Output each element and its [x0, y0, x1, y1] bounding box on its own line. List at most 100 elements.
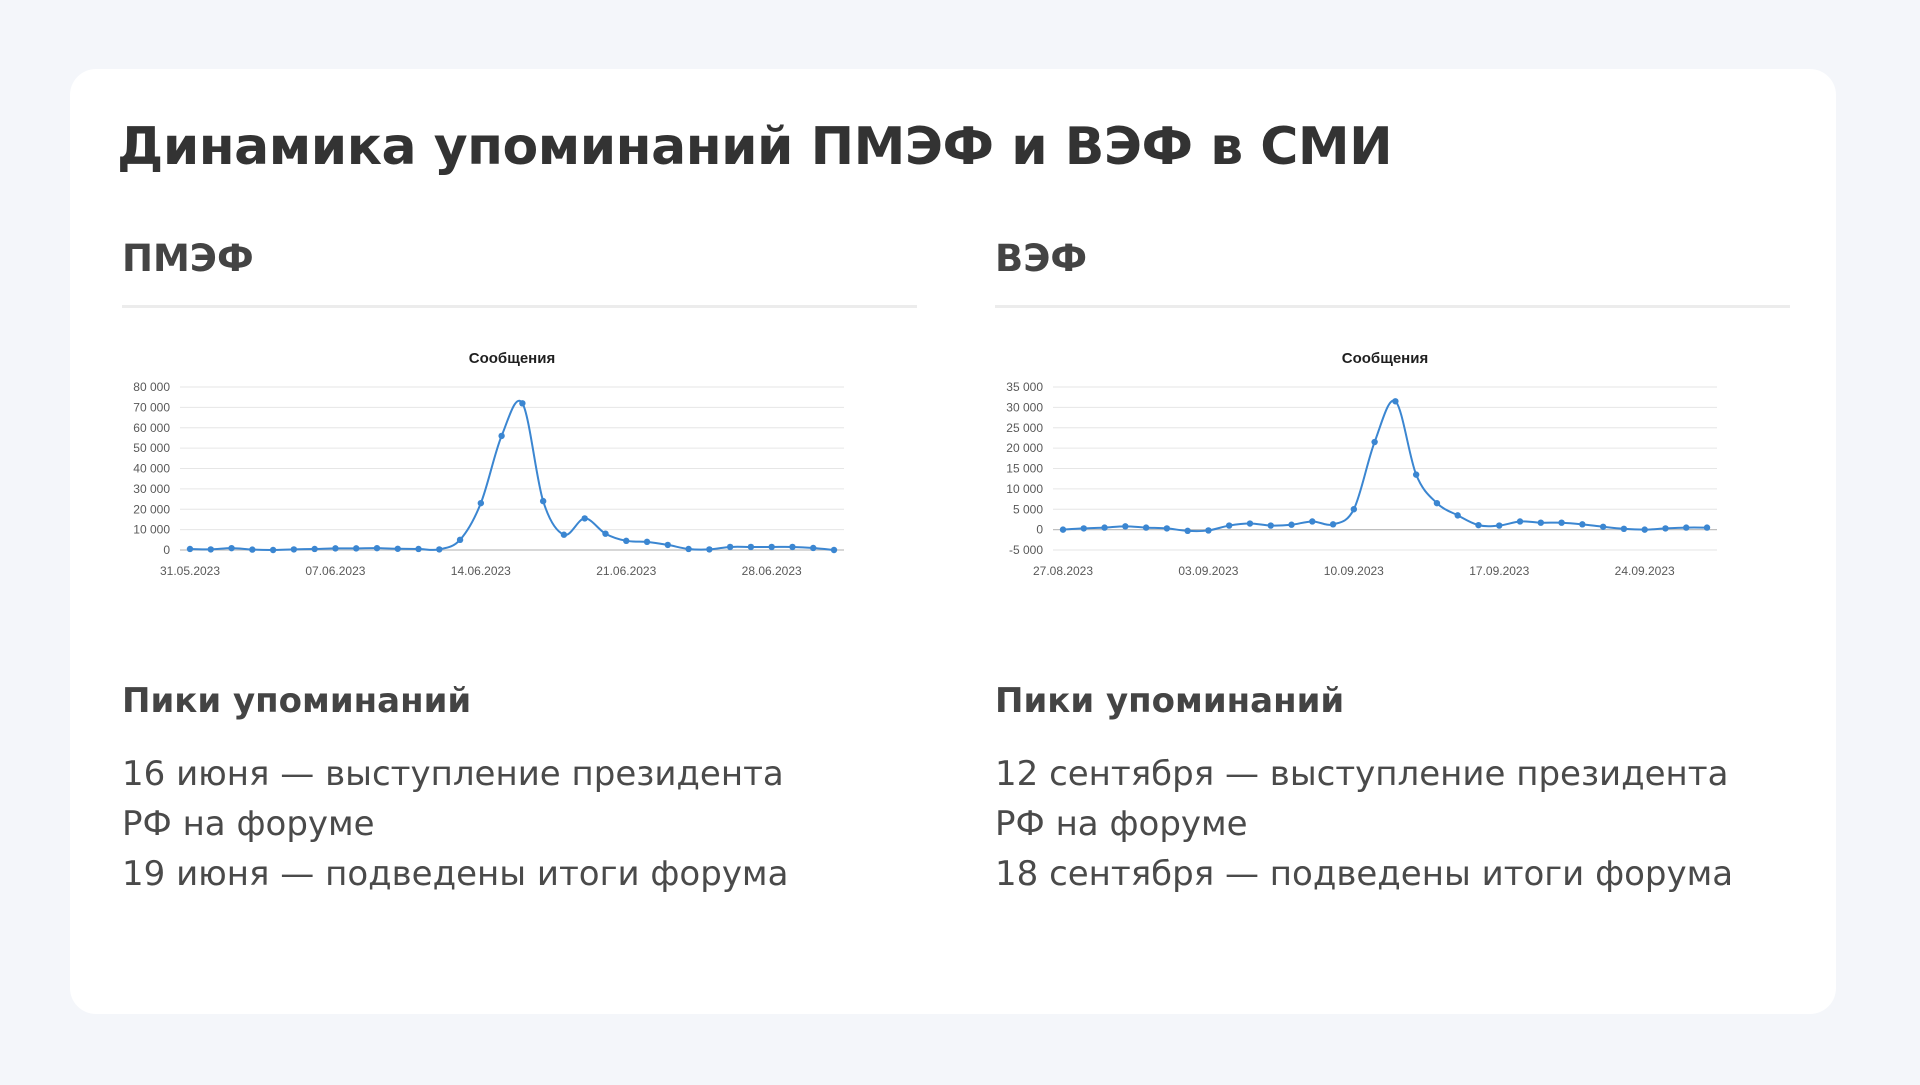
data-point — [415, 545, 422, 553]
y-tick-label: 10 000 — [1006, 482, 1043, 496]
data-point — [1059, 526, 1067, 533]
data-point — [1475, 521, 1482, 529]
data-point — [747, 543, 755, 551]
data-point — [1579, 521, 1586, 528]
panel-vef: ВЭФ Сообщения -5 000 0 5 000 10 000 15 000 20 … — [995, 69, 1790, 1014]
panel-pmef: ПМЭФ Сообщения 0 10 000 20 000 30 000 40 000 5… — [122, 69, 917, 1014]
data-point — [228, 544, 235, 552]
data-point — [519, 400, 526, 407]
data-point — [726, 543, 734, 551]
slide-card: Динамика упоминаний ПМЭФ и ВЭФ в СМИ ПМЭ… — [70, 69, 1836, 1014]
y-tick-label: 40 000 — [133, 462, 170, 476]
data-point — [394, 545, 401, 552]
series-line — [189, 399, 835, 552]
chart-vef: Сообщения -5 000 0 5 000 10 000 15 000 20 000 2… — [1006, 350, 1717, 578]
y-tick-label: 20 000 — [1006, 441, 1043, 455]
peaks-title: Пики упоминаний — [122, 681, 472, 721]
peak-line: 16 июня — выступление президента — [122, 754, 784, 794]
data-point — [373, 544, 381, 552]
data-point — [1122, 523, 1129, 530]
peak-line: 19 июня — подведены итоги форума — [122, 854, 789, 894]
data-point — [706, 546, 713, 553]
data-point — [1558, 519, 1565, 526]
data-point — [1267, 522, 1274, 529]
data-point — [1496, 522, 1503, 529]
y-tick-label: 30 000 — [133, 482, 170, 496]
data-point — [1683, 524, 1690, 531]
divider — [995, 305, 1790, 308]
y-tick-label: 5 000 — [1013, 502, 1043, 516]
data-point — [581, 515, 588, 522]
data-point — [539, 497, 547, 505]
data-point — [249, 546, 256, 553]
data-point — [1184, 527, 1191, 535]
data-point — [1288, 521, 1295, 528]
data-point — [602, 530, 609, 537]
x-tick-label: 28.06.2023 — [742, 564, 802, 578]
data-point — [664, 541, 672, 549]
x-tick-label: 27.08.2023 — [1033, 564, 1093, 578]
data-point — [1454, 512, 1461, 519]
peak-line: 12 сентября — выступление президента — [995, 754, 1729, 794]
data-point — [1516, 518, 1524, 525]
y-tick-label: 70 000 — [133, 400, 170, 414]
panel-title: ВЭФ — [995, 237, 1088, 280]
y-tick-label: -5 000 — [1009, 543, 1043, 557]
y-tick-label: 25 000 — [1006, 421, 1043, 435]
x-tick-label: 03.09.2023 — [1178, 564, 1238, 578]
data-point — [498, 432, 505, 440]
data-point — [1101, 524, 1108, 531]
data-point — [1537, 519, 1545, 526]
data-point — [436, 546, 443, 553]
data-point — [1641, 526, 1648, 533]
y-tick-label: 0 — [163, 543, 170, 557]
x-tick-label: 24.09.2023 — [1615, 564, 1675, 578]
data-point — [352, 545, 360, 552]
data-point — [560, 531, 568, 538]
y-tick-label: 35 000 — [1006, 380, 1043, 394]
x-tick-label: 14.06.2023 — [451, 564, 511, 578]
data-point — [1662, 525, 1669, 532]
data-point — [830, 546, 838, 554]
data-point — [1142, 524, 1150, 531]
peak-line: РФ на форуме — [995, 804, 1248, 844]
peak-line: РФ на форуме — [122, 804, 375, 844]
data-point — [623, 537, 630, 545]
series-line — [1062, 399, 1708, 533]
y-tick-label: 50 000 — [133, 441, 170, 455]
x-tick-label: 21.06.2023 — [596, 564, 656, 578]
data-point — [1433, 499, 1441, 507]
y-tick-label: 20 000 — [133, 502, 170, 516]
data-point — [789, 543, 796, 551]
divider — [122, 305, 917, 308]
data-point — [207, 546, 214, 553]
data-point — [643, 538, 651, 546]
y-tick-label: 15 000 — [1006, 462, 1043, 476]
data-point — [1599, 523, 1607, 530]
data-point — [1225, 522, 1233, 529]
data-point — [810, 544, 817, 552]
data-point — [768, 543, 775, 551]
peak-line: 18 сентября — подведены итоги форума — [995, 854, 1734, 894]
data-point — [186, 545, 194, 553]
data-point — [311, 545, 318, 553]
y-tick-label: 80 000 — [133, 380, 170, 394]
data-point — [1392, 398, 1399, 405]
data-point — [1412, 471, 1420, 478]
y-tick-label: 30 000 — [1006, 400, 1043, 414]
data-point — [1080, 525, 1087, 532]
data-point — [332, 545, 339, 552]
data-point — [477, 499, 485, 507]
data-point — [1371, 438, 1378, 446]
chart-title: Сообщения — [469, 350, 555, 367]
peaks-list: 16 июня — выступление президента РФ на ф… — [122, 749, 788, 899]
data-point — [1246, 520, 1254, 527]
data-point — [1309, 518, 1316, 525]
y-tick-label: 10 000 — [133, 523, 170, 537]
data-point — [1703, 524, 1711, 531]
page-title: Динамика упоминаний ПМЭФ и ВЭФ в СМИ — [117, 117, 1393, 177]
panel-title: ПМЭФ — [122, 237, 254, 280]
x-tick-label: 31.05.2023 — [160, 564, 220, 578]
data-point — [1163, 525, 1171, 532]
data-point — [456, 536, 464, 544]
